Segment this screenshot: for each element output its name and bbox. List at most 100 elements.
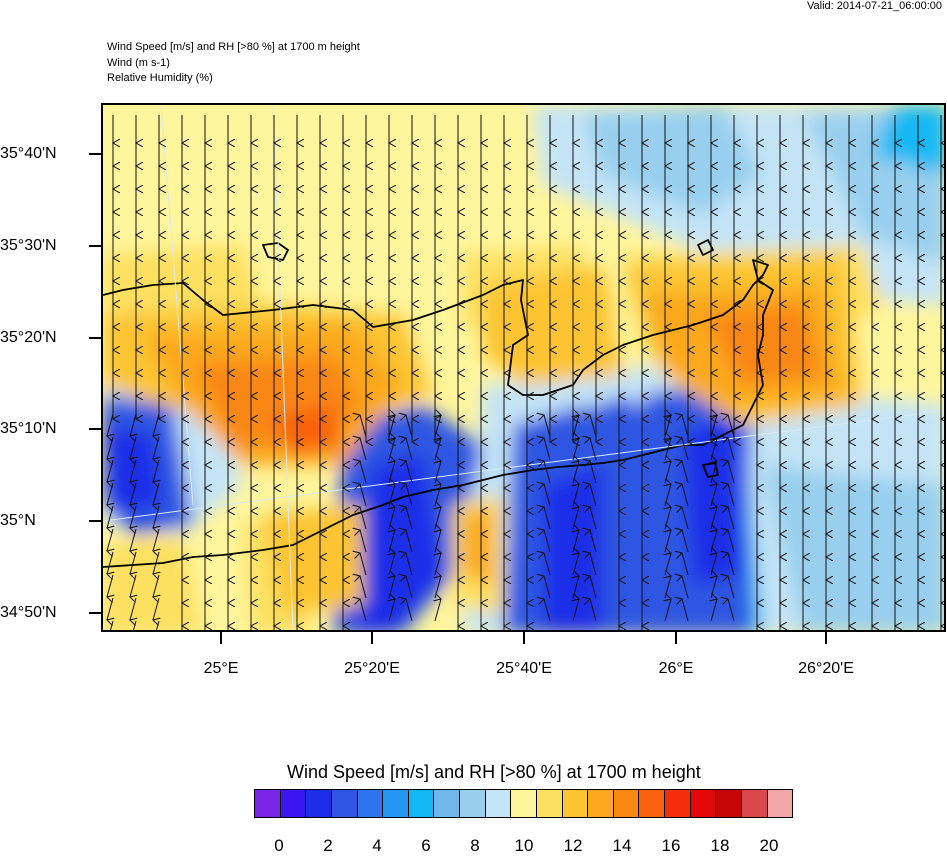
wind-arrow [130, 528, 136, 551]
lat-label: 35°30'N [0, 237, 57, 254]
wind-arrow [728, 553, 735, 576]
wind-arrow [590, 553, 597, 576]
colorbar-label: 2 [323, 836, 333, 855]
lon-label: 26°20'E [798, 660, 854, 677]
wind-arrow [107, 574, 113, 597]
lon-tick [675, 632, 677, 644]
colorbar-label: 8 [470, 836, 480, 855]
wind-arrow [153, 459, 159, 482]
wind-arrow [544, 599, 551, 622]
lat-tick [89, 520, 101, 522]
wind-arrow [153, 597, 159, 620]
wind-arrow [389, 599, 395, 622]
colorbar-segment [767, 790, 793, 817]
wind-arrow [682, 576, 689, 599]
wind-arrow [130, 459, 136, 482]
colorbar-segment [613, 790, 640, 817]
lat-label: 35°10'N [0, 420, 57, 437]
wind-arrow [682, 415, 689, 438]
lat-tick [89, 245, 101, 247]
lon-tick [220, 632, 222, 644]
lon-label: 25°40'E [496, 660, 552, 677]
wind-arrow [544, 507, 551, 530]
valid-time: Valid: 2014-07-21_06:00:00 [807, 0, 942, 12]
colorbar-segment [536, 790, 563, 817]
wind-arrow [590, 415, 597, 438]
coastline [103, 259, 774, 568]
wind-arrow [360, 507, 367, 530]
wind-arrow [406, 484, 413, 507]
lon-tick [371, 632, 373, 644]
colorbar-segment [383, 790, 409, 817]
wind-arrow [360, 599, 367, 622]
wind-arrow [590, 438, 597, 461]
wind-arrow [360, 484, 367, 507]
wind-arrow [590, 576, 597, 599]
wind-arrow [107, 551, 113, 574]
wind-arrow [406, 438, 413, 461]
colorbar-label: 14 [612, 836, 632, 855]
wind-arrow [130, 413, 136, 436]
wind-arrow [682, 553, 689, 576]
colorbar-label: 12 [563, 836, 583, 855]
colorbar-segment [690, 790, 717, 817]
colorbar-label: 18 [710, 836, 730, 855]
wind-arrow [544, 530, 551, 553]
wind-arrow [360, 438, 367, 461]
wind-arrow [435, 599, 441, 622]
wind-arrow [544, 576, 551, 599]
colorbar [254, 789, 793, 818]
colorbar-segment [741, 790, 768, 817]
wind-arrow [665, 599, 671, 622]
wind-arrow [728, 599, 735, 622]
plot-title: Wind Speed [m/s] and RH [>80 %] at 1700 … [107, 41, 360, 53]
wind-arrow [406, 415, 413, 438]
wind-arrow [590, 599, 597, 622]
field-region [263, 505, 363, 615]
wind-arrow [682, 530, 689, 553]
wind-arrow [130, 482, 136, 505]
wind-arrow [153, 551, 159, 574]
lat-tick [89, 153, 101, 155]
wind-arrow [573, 599, 579, 622]
colorbar-label: 0 [274, 836, 284, 855]
colorbar-label: 10 [514, 836, 534, 855]
wind-arrow [153, 574, 159, 597]
map-plot-area [101, 103, 946, 632]
wind-arrow [406, 576, 413, 599]
field-region [873, 105, 944, 174]
map-canvas [103, 105, 944, 630]
wind-arrow [728, 507, 735, 530]
wind-arrow [728, 438, 735, 461]
colorbar-segment [716, 790, 742, 817]
colorbar-label: 20 [759, 836, 779, 855]
lon-tick [825, 632, 827, 644]
wind-arrow [544, 553, 551, 576]
wind-arrow [590, 530, 597, 553]
wind-arrow [544, 461, 551, 484]
wind-arrow [728, 461, 735, 484]
wind-arrow [682, 461, 689, 484]
lat-label: 35°20'N [0, 329, 57, 346]
colorbar-label: 16 [661, 836, 681, 855]
wind-arrow [406, 599, 413, 622]
coastline [697, 239, 714, 256]
wind-arrow [590, 507, 597, 530]
lat-label: 35°40'N [0, 145, 57, 162]
field-region [103, 535, 203, 630]
colorbar-segment [562, 790, 589, 817]
wind-arrow [107, 413, 113, 436]
wind-arrow [728, 484, 735, 507]
wind-arrow [360, 576, 367, 599]
wind-arrow [107, 459, 113, 482]
wind-arrow [711, 599, 717, 622]
colorbar-segment [460, 790, 486, 817]
wind-arrow [156, 620, 160, 630]
wind-arrow [406, 461, 413, 484]
wind-arrow [590, 461, 597, 484]
wind-arrow [728, 530, 735, 553]
colorbar-segment [511, 790, 537, 817]
colorbar-segment [485, 790, 512, 817]
wind-arrow [682, 484, 689, 507]
colorbar-segment [331, 790, 358, 817]
